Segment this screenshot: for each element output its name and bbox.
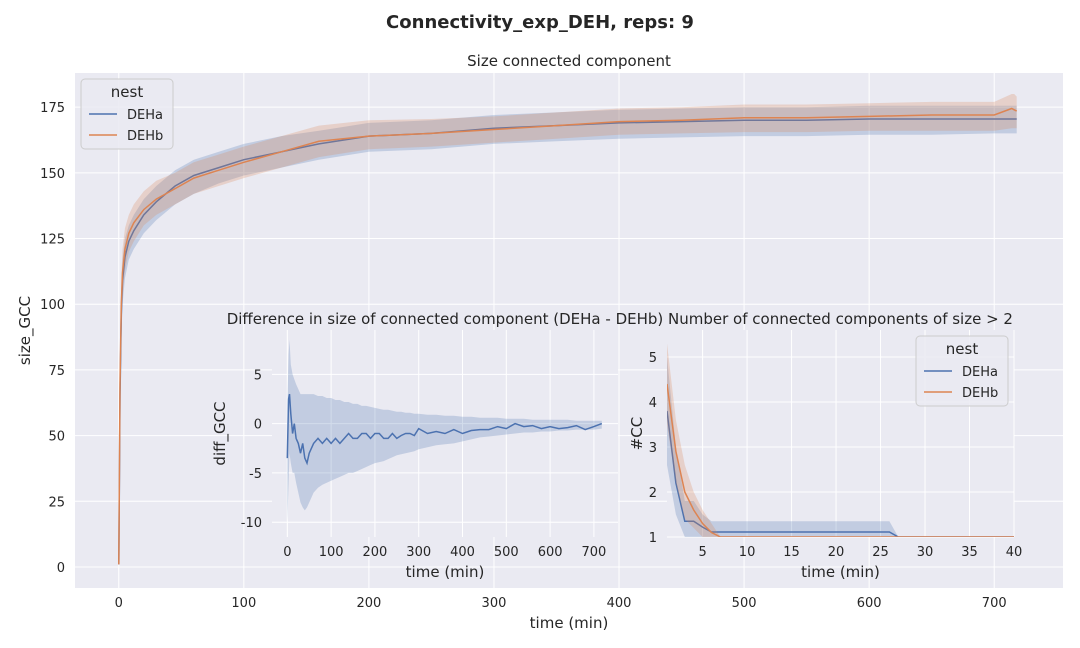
legend-label-DEHa: DEHa <box>962 365 998 380</box>
y-tick-label: 3 <box>649 441 657 456</box>
x-tick-label: 100 <box>319 545 344 560</box>
y-tick-label: -5 <box>249 467 262 482</box>
axes-cc: 5 10 15 20 25 30 35 40 1 2 3 4 5 Number of connected … <box>628 310 1022 581</box>
y-tick-label: 1 <box>649 531 657 546</box>
x-tick-label: 700 <box>581 545 606 560</box>
x-tick-label: 600 <box>857 596 882 611</box>
legend-title: nest <box>111 83 144 101</box>
x-tick-label: 300 <box>482 596 507 611</box>
y-tick-label: 4 <box>649 396 657 411</box>
series-layer <box>667 343 1014 537</box>
legend-frame <box>915 335 1009 407</box>
x-tick-label: 5 <box>698 545 706 560</box>
legend: nest DEHa DEHb <box>915 335 1009 407</box>
x-tick-label: 40 <box>1006 545 1023 560</box>
x-tick-label: 500 <box>494 545 519 560</box>
ci-band-DEHa <box>667 357 1014 537</box>
y-tick-label: 25 <box>48 495 65 510</box>
plots-layer: 0 100 200 300 400 500 600 700025507510012515017… <box>16 52 1063 632</box>
y-tick-label: 75 <box>48 364 65 379</box>
x-tick-label: 200 <box>356 596 381 611</box>
series-line-DEHa - DEHb <box>286 393 603 466</box>
x-tick-label: 700 <box>982 596 1007 611</box>
x-tick-label: 100 <box>231 596 256 611</box>
y-tick-label: 150 <box>40 167 65 182</box>
y-axis-label: #CC <box>628 417 646 451</box>
y-tick-label: 175 <box>40 101 65 116</box>
x-tick-label: 300 <box>406 545 431 560</box>
x-tick-label: 0 <box>283 545 291 560</box>
series-layer <box>286 339 603 523</box>
x-tick-label: 400 <box>607 596 632 611</box>
legend-frame <box>80 78 174 150</box>
y-tick-label: 0 <box>254 418 262 433</box>
x-tick-label: 35 <box>961 545 978 560</box>
y-tick-label: 125 <box>40 233 65 248</box>
y-tick-label: -10 <box>241 516 262 531</box>
x-tick-label: 15 <box>783 545 800 560</box>
x-axis-label: time (min) <box>801 563 880 581</box>
y-tick-label: 0 <box>57 561 65 576</box>
x-tick-label: 400 <box>450 545 475 560</box>
legend-label-DEHb: DEHb <box>127 129 163 144</box>
x-tick-label: 200 <box>363 545 388 560</box>
y-axis-label: diff_GCC <box>211 401 230 465</box>
legend: nest DEHa DEHb <box>80 78 174 150</box>
x-tick-label: 30 <box>917 545 934 560</box>
axes-title: Size connected component <box>467 52 671 70</box>
ci-band-DEHa - DEHb <box>287 339 602 523</box>
figure-title: Connectivity_exp_DEH, reps: 9 <box>386 12 694 33</box>
x-tick-label: 0 <box>115 596 123 611</box>
x-tick-label: 500 <box>732 596 757 611</box>
ci-band-DEHb <box>667 343 1014 537</box>
y-axis-label: size_GCC <box>16 296 35 365</box>
x-tick-label: 25 <box>872 545 889 560</box>
legend-label-DEHb: DEHb <box>962 386 998 401</box>
series-line-DEHb <box>667 383 1014 537</box>
y-tick-label: 100 <box>40 298 65 313</box>
axes-title: Number of connected components of size >… <box>668 310 1013 328</box>
axes-diff: 0 100 200 300 400 500 600 700 -10 -5 0 5 Difference … <box>211 310 663 581</box>
x-axis-label: time (min) <box>530 614 609 632</box>
legend-label-DEHa: DEHa <box>127 108 163 123</box>
x-tick-label: 600 <box>538 545 563 560</box>
y-tick-label: 50 <box>48 430 65 445</box>
series-line-DEHa <box>667 410 1014 537</box>
y-tick-label: 2 <box>649 486 657 501</box>
axes-title: Difference in size of connected componen… <box>227 310 664 328</box>
x-axis-label: time (min) <box>406 563 485 581</box>
x-tick-label: 20 <box>828 545 845 560</box>
legend-title: nest <box>946 340 979 358</box>
y-tick-label: 5 <box>254 368 262 383</box>
y-tick-label: 5 <box>649 351 657 366</box>
x-tick-label: 10 <box>739 545 756 560</box>
series-layer <box>118 94 1018 565</box>
series-line-DEHb <box>118 107 1018 565</box>
